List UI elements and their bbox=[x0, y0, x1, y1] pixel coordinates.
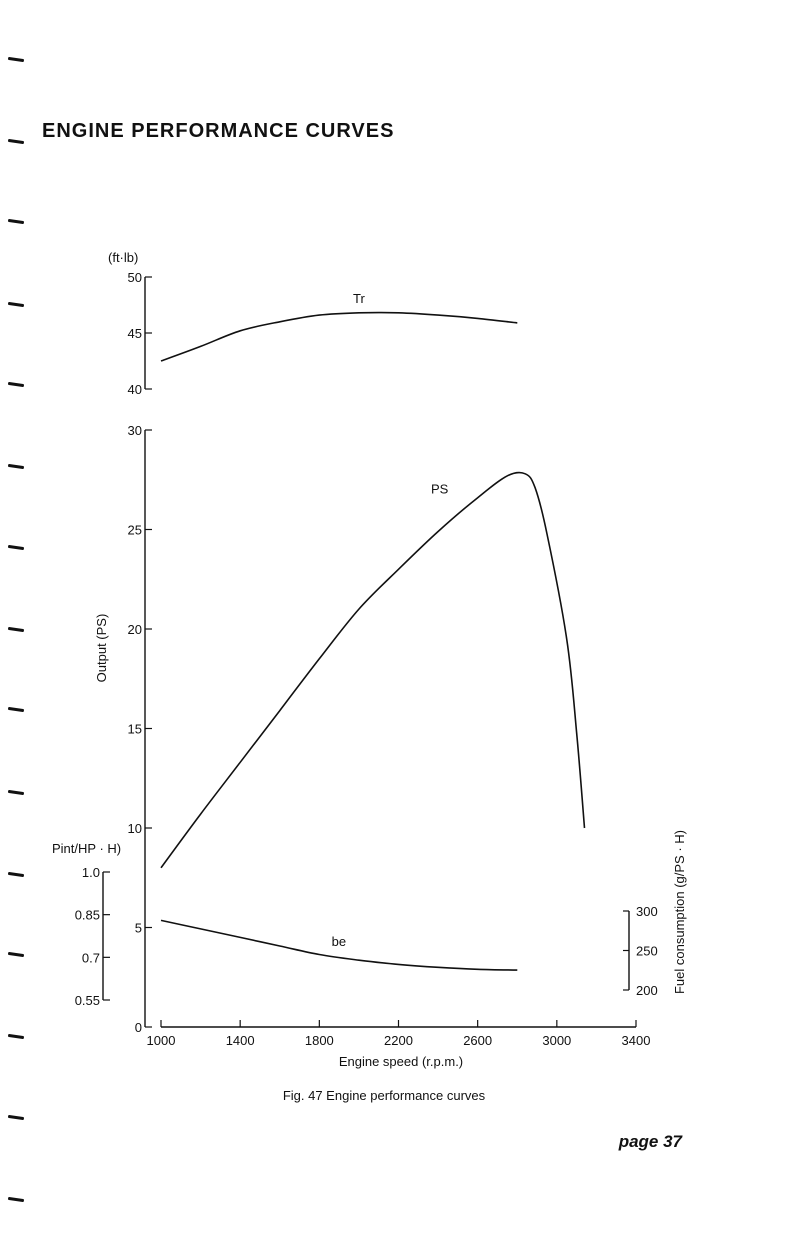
fuel-tick-label: 250 bbox=[636, 944, 658, 959]
output-tick-label: 25 bbox=[128, 523, 142, 538]
pint-tick-label: 0.85 bbox=[75, 908, 100, 923]
output-tick-label: 0 bbox=[135, 1020, 142, 1035]
torque-tick-label: 40 bbox=[128, 382, 142, 397]
x-tick-label: 3000 bbox=[542, 1033, 571, 1048]
output-axis-title: Output (PS) bbox=[94, 614, 109, 683]
series-label-ps: PS bbox=[431, 482, 449, 497]
output-tick-label: 10 bbox=[128, 821, 142, 836]
torque-tick-label: 50 bbox=[128, 270, 142, 285]
pint-unit-label: Pint/HP · H) bbox=[52, 841, 121, 856]
pint-tick-label: 1.0 bbox=[82, 865, 100, 880]
output-tick-label: 5 bbox=[135, 921, 142, 936]
series-label-tr: Tr bbox=[353, 291, 365, 306]
figure-caption-text: Fig. 47 Engine performance curves bbox=[282, 1088, 486, 1103]
fuel-tick-label: 200 bbox=[636, 983, 658, 998]
x-tick-label: 3400 bbox=[622, 1033, 651, 1048]
page-number: page 37 bbox=[618, 1132, 682, 1151]
pint-tick-label: 0.7 bbox=[82, 950, 100, 965]
x-tick-label: 1000 bbox=[147, 1033, 176, 1048]
fuel-tick-label: 300 bbox=[636, 904, 658, 919]
x-tick-label: 1800 bbox=[305, 1033, 334, 1048]
x-tick-label: 1400 bbox=[226, 1033, 255, 1048]
series-line-be bbox=[160, 919, 518, 971]
pint-tick-label: 0.55 bbox=[75, 993, 100, 1008]
series-label-be: be bbox=[332, 934, 346, 949]
output-tick-label: 30 bbox=[128, 423, 142, 438]
series-line-tr bbox=[160, 311, 518, 362]
x-tick-label: 2600 bbox=[463, 1033, 492, 1048]
page-title: ENGINE PERFORMANCE CURVES bbox=[42, 120, 395, 142]
fuel-axis-title: Fuel consumption (g/PS · H) bbox=[672, 830, 687, 994]
x-axis-title: Engine speed (r.p.m.) bbox=[339, 1054, 463, 1069]
torque-unit-label: (ft·lb) bbox=[108, 250, 138, 265]
figure-caption: Fig. 47 Engine performance curves bbox=[0, 1088, 808, 1103]
series-line-ps bbox=[160, 471, 586, 869]
output-tick-label: 20 bbox=[128, 622, 142, 637]
output-tick-label: 15 bbox=[128, 722, 142, 737]
x-tick-label: 2200 bbox=[384, 1033, 413, 1048]
torque-tick-label: 45 bbox=[128, 326, 142, 341]
